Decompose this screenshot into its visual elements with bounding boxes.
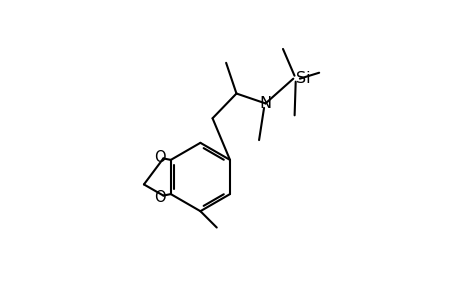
Text: O: O <box>153 190 165 206</box>
Text: O: O <box>153 150 165 165</box>
Text: N: N <box>259 96 271 111</box>
Text: Si: Si <box>295 71 310 86</box>
